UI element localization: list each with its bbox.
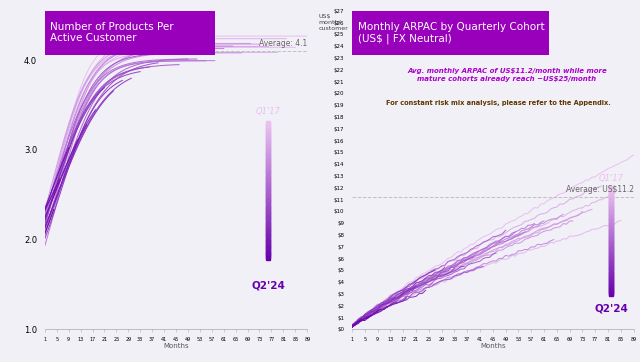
Bar — [352, 11, 549, 55]
Text: For constant risk mix analysis, please refer to the Appendix.: For constant risk mix analysis, please r… — [386, 100, 611, 106]
Text: Q1'17: Q1'17 — [598, 174, 624, 183]
Bar — [45, 11, 215, 55]
Text: Q2'24: Q2'24 — [595, 303, 628, 313]
X-axis label: Months: Months — [480, 344, 506, 349]
Text: US$
month/
customer: US$ month/ customer — [318, 14, 348, 31]
Text: Number of Products Per: Number of Products Per — [50, 22, 173, 32]
Text: Avg. monthly ARPAC of US$11.2/month while more
mature cohorts already reach ~US$: Avg. monthly ARPAC of US$11.2/month whil… — [407, 68, 607, 81]
X-axis label: Months: Months — [163, 344, 189, 349]
Text: Q2'24: Q2'24 — [252, 280, 285, 290]
Text: Average: 4.1: Average: 4.1 — [259, 39, 307, 48]
Text: Active Customer: Active Customer — [50, 33, 136, 43]
Text: Monthly ARPAC by Quarterly Cohort: Monthly ARPAC by Quarterly Cohort — [358, 22, 544, 32]
Text: (US$ | FX Neutral): (US$ | FX Neutral) — [358, 33, 451, 44]
Text: Q1'17: Q1'17 — [256, 107, 281, 116]
Text: Average: US$11.2: Average: US$11.2 — [566, 185, 634, 194]
